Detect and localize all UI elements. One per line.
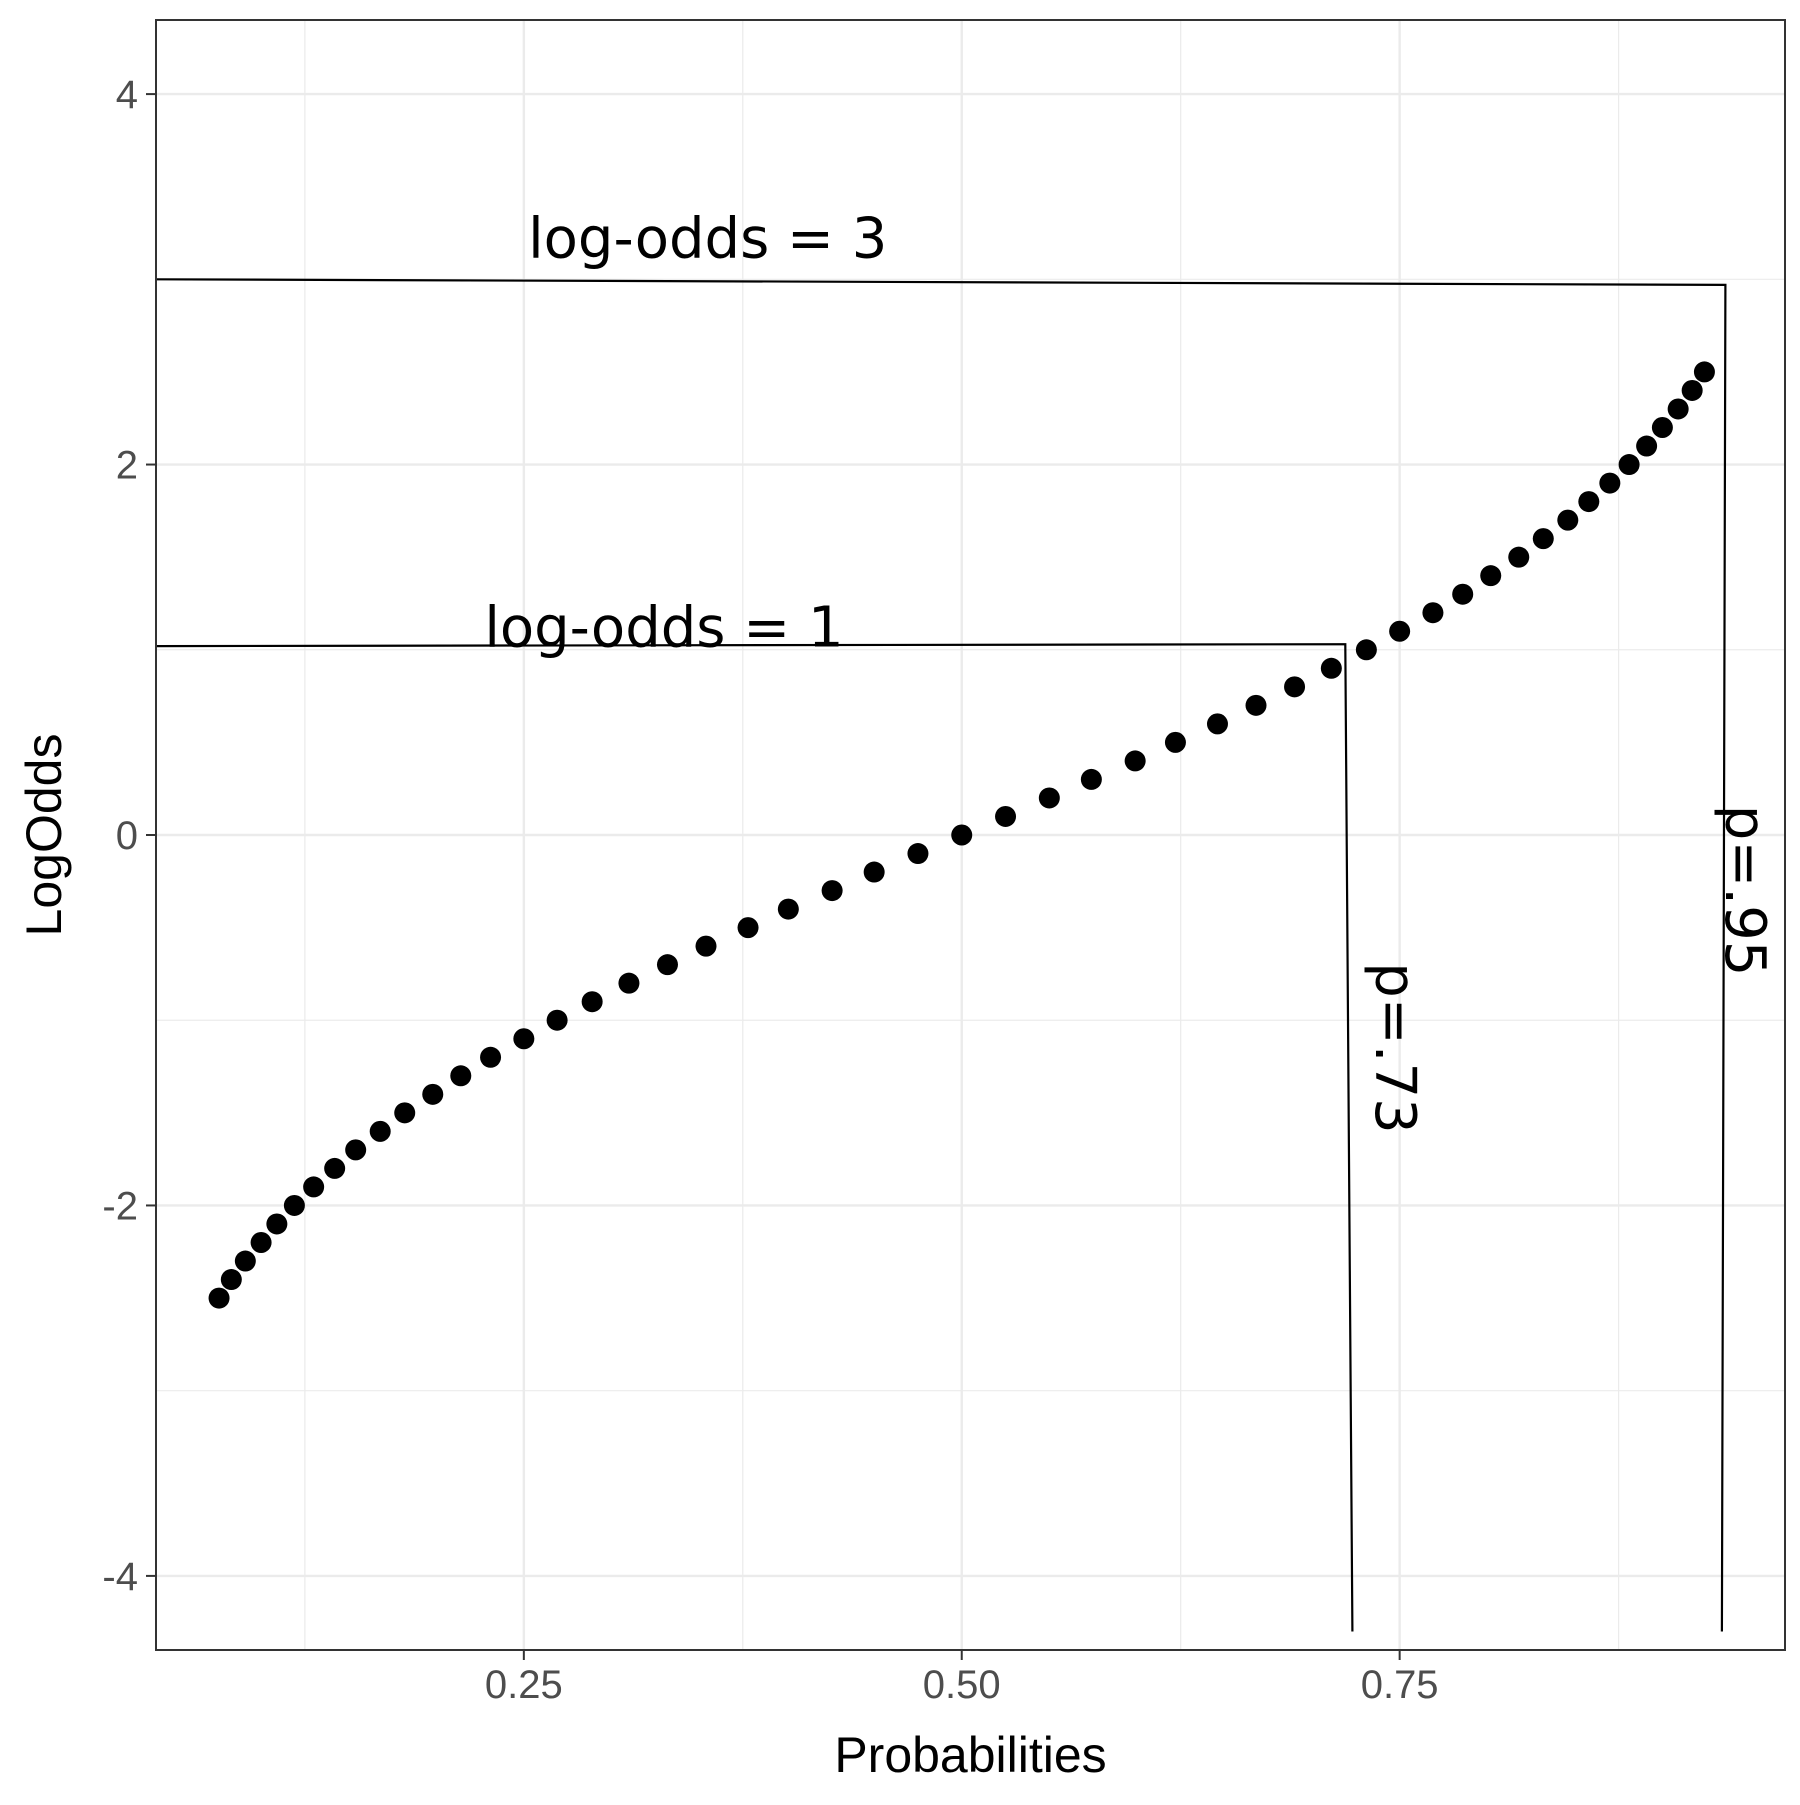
reference-line [155,278,1727,1632]
data-point [1636,435,1658,457]
data-point [369,1120,391,1142]
data-point [1599,472,1621,494]
data-point [1667,398,1689,420]
x-axis-title: Probabilities [834,1727,1106,1783]
x-tick-label: 0.25 [485,1663,563,1707]
annotation-label: p=.73 [1362,962,1427,1134]
data-point [1557,509,1579,531]
axes: 0.25 0.50 0.75 -4 -2 0 2 4 [102,73,1438,1707]
reference-lines [155,278,1727,1632]
data-point [1389,620,1411,642]
y-axis-title: LogOdds [16,734,72,937]
data-point [1284,676,1306,698]
y-tick-label: -2 [102,1184,138,1228]
reference-line [155,643,1354,1632]
data-point [220,1269,242,1291]
annotation-label: log-odds = 3 [528,206,887,271]
data-point [1320,657,1342,679]
data-point [907,843,929,865]
data-point [422,1083,444,1105]
data-point [546,1009,568,1031]
y-tick-label: 0 [116,814,138,858]
data-point [513,1028,535,1050]
data-point [1164,731,1186,753]
y-tick-label: -4 [102,1555,138,1599]
data-point [283,1194,305,1216]
data-point [1693,361,1715,383]
x-tick-label: 0.50 [923,1663,1001,1707]
data-point [1681,379,1703,401]
data-point [656,954,678,976]
annotation-label: log-odds = 1 [484,595,843,660]
data-point [1532,528,1554,550]
data-point [1245,694,1267,716]
data-point [1206,713,1228,735]
data-point [234,1250,256,1272]
data-point [1422,602,1444,624]
data-point [581,991,603,1013]
data-point [1651,417,1673,438]
data-point [1578,491,1600,513]
data-point [1508,546,1530,568]
data-point [1480,565,1502,587]
data-point [250,1232,272,1253]
data-point [777,898,799,920]
data-point [1618,454,1640,476]
data-point [863,861,885,883]
data-point [1038,787,1060,809]
data-point [450,1065,472,1087]
data-point [480,1046,502,1068]
annotations: log-odds = 3 log-odds = 1 p=.73 p=.95 [484,206,1777,1133]
data-point [695,935,717,957]
data-point [951,824,973,846]
data-point [737,917,759,939]
x-tick-label: 0.75 [1361,1663,1439,1707]
data-point [1080,768,1102,790]
data-point [266,1213,288,1235]
data-point [324,1157,346,1179]
data-point [821,880,843,902]
y-tick-label: 4 [116,73,138,117]
data-points [208,361,1715,1309]
data-point [208,1287,230,1309]
y-tick-label: 2 [116,444,138,488]
data-point [995,805,1017,827]
data-point [1355,639,1377,661]
annotation-label: p=.95 [1712,805,1777,977]
data-point [618,972,640,994]
data-point [394,1102,416,1124]
data-point [345,1139,367,1161]
data-point [303,1176,325,1198]
data-point [1124,750,1146,772]
data-point [1452,583,1474,605]
